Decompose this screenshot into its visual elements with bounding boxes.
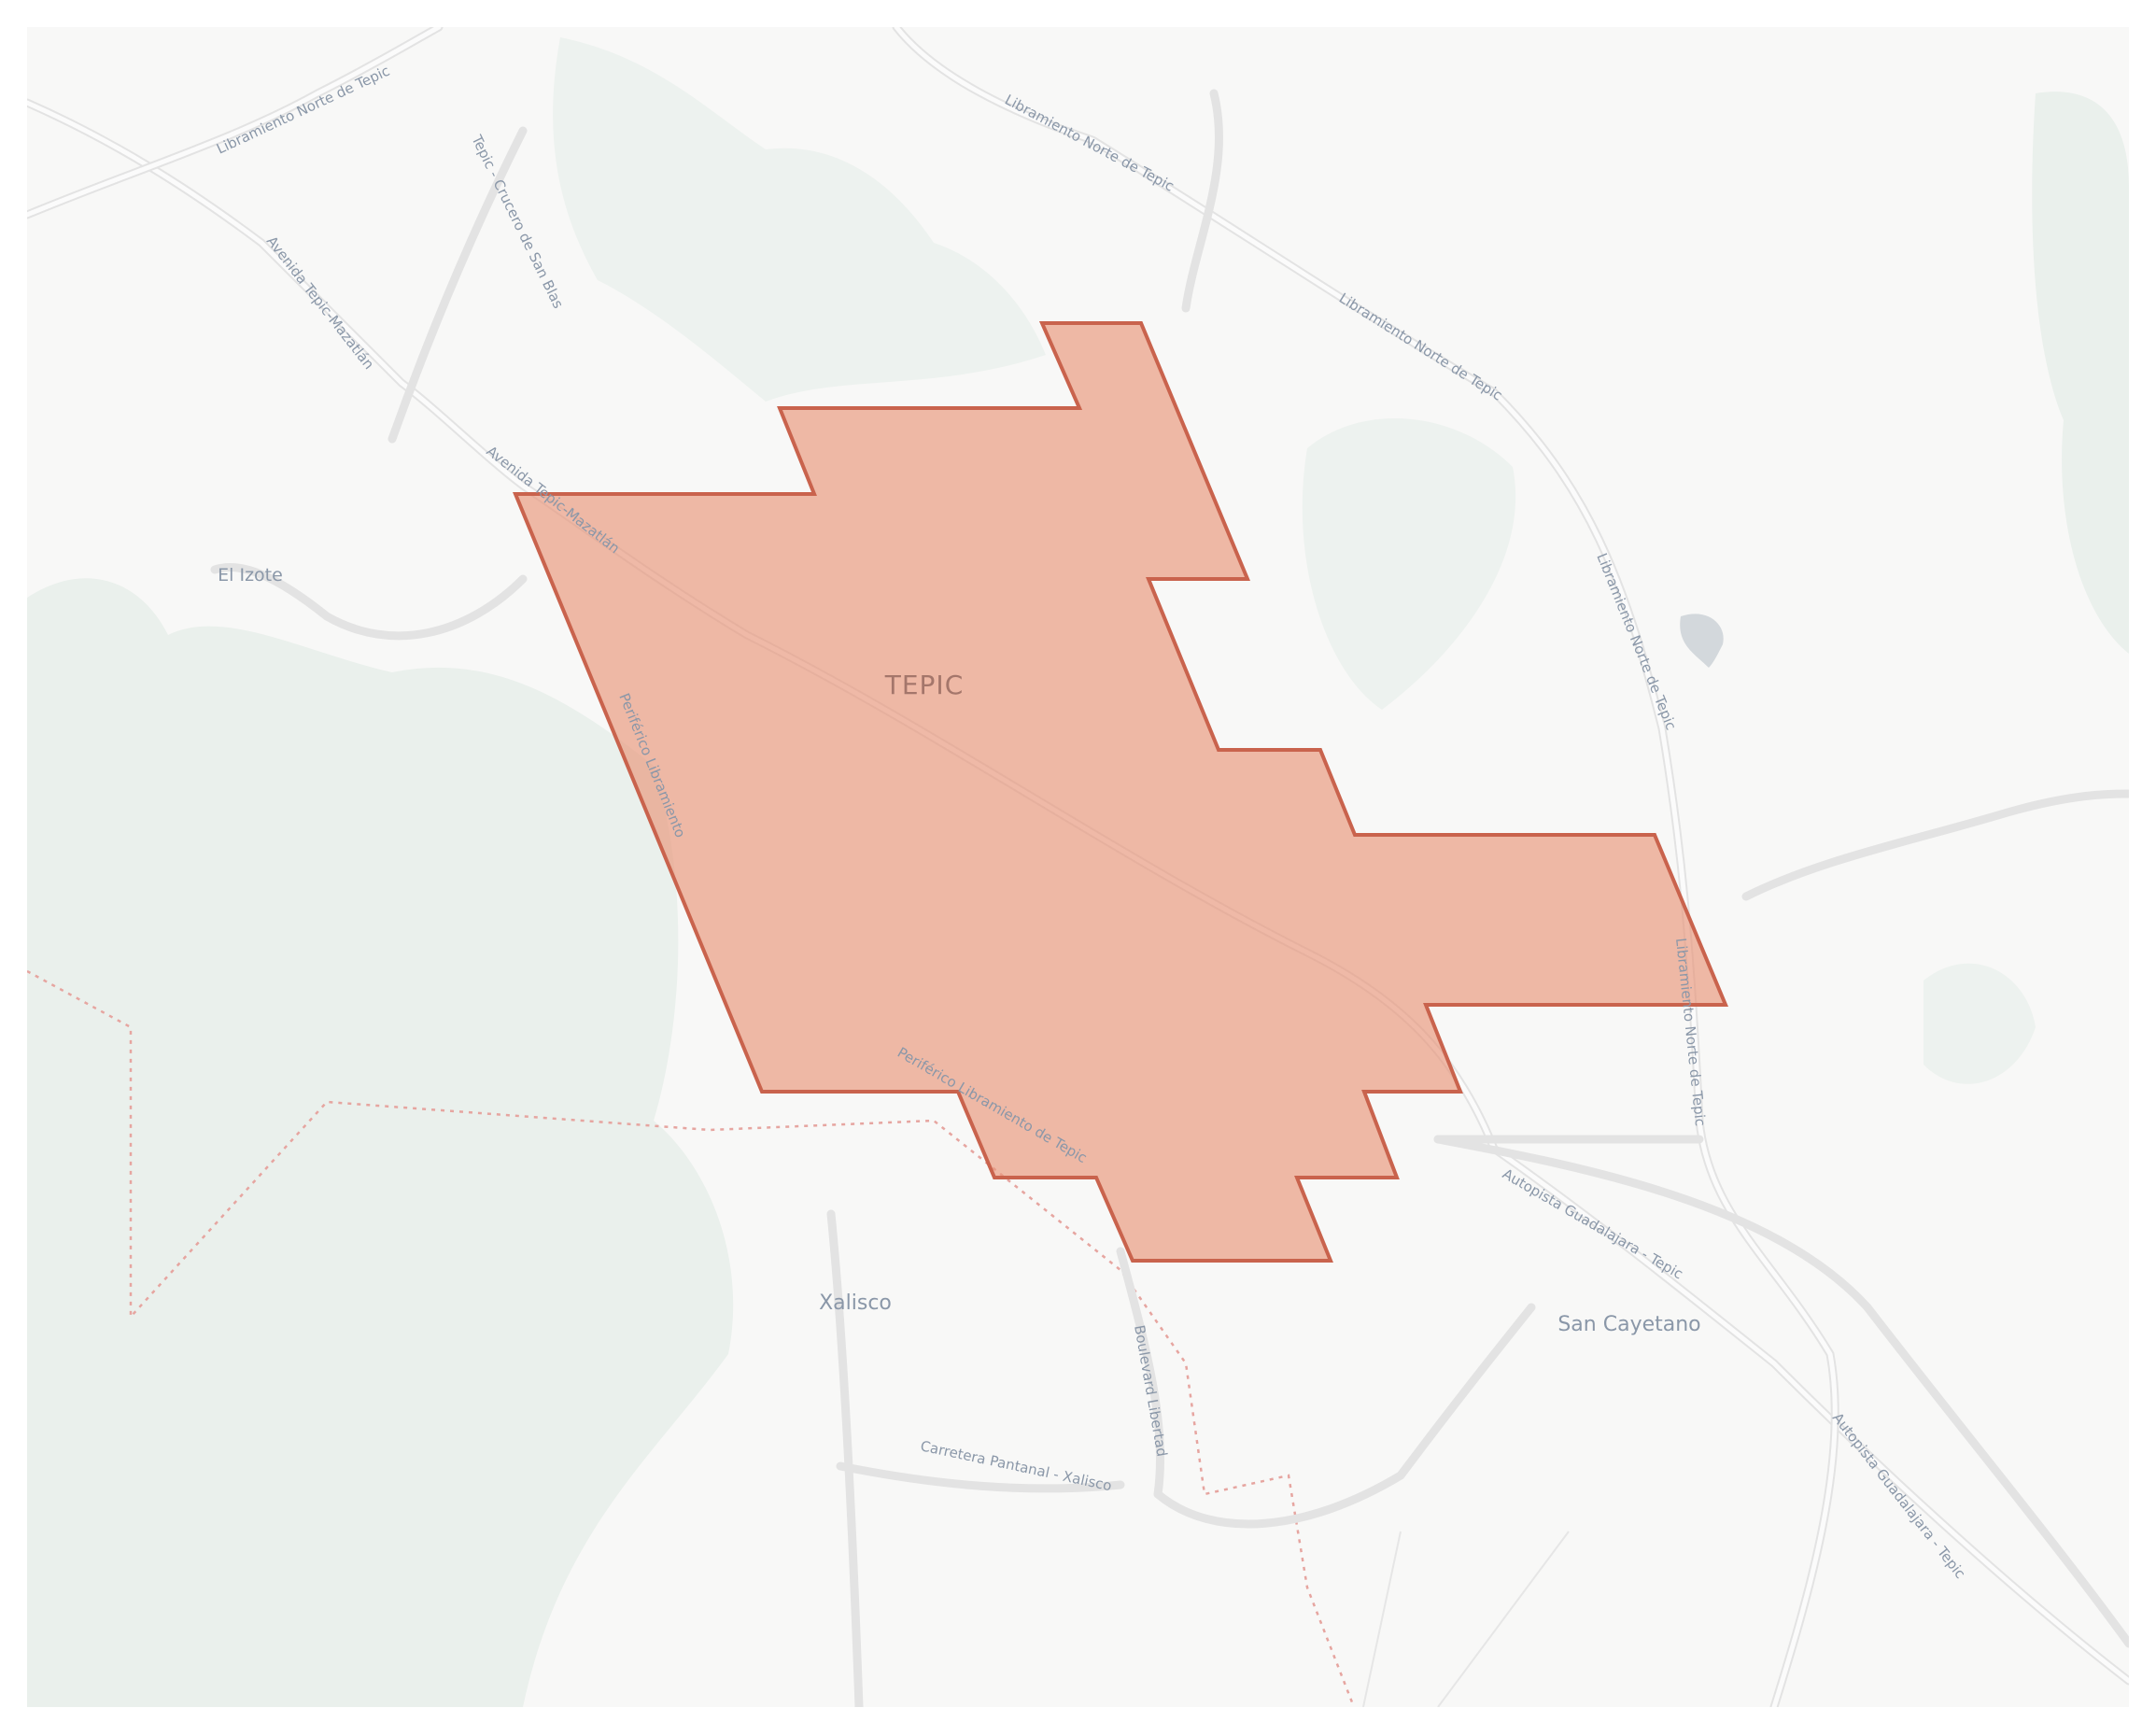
- place-label-el-izote: El Izote: [218, 565, 283, 586]
- place-label-xalisco: Xalisco: [819, 1291, 892, 1315]
- lake: [1680, 614, 1724, 668]
- municipal-boundary: [27, 969, 1356, 1707]
- vegetation-areas: [27, 37, 2129, 1707]
- highlighted-region[interactable]: [513, 321, 1729, 1263]
- place-label-san-cayetano: San Cayetano: [1557, 1313, 1700, 1336]
- city-label-tepic: TEPIC: [884, 670, 965, 700]
